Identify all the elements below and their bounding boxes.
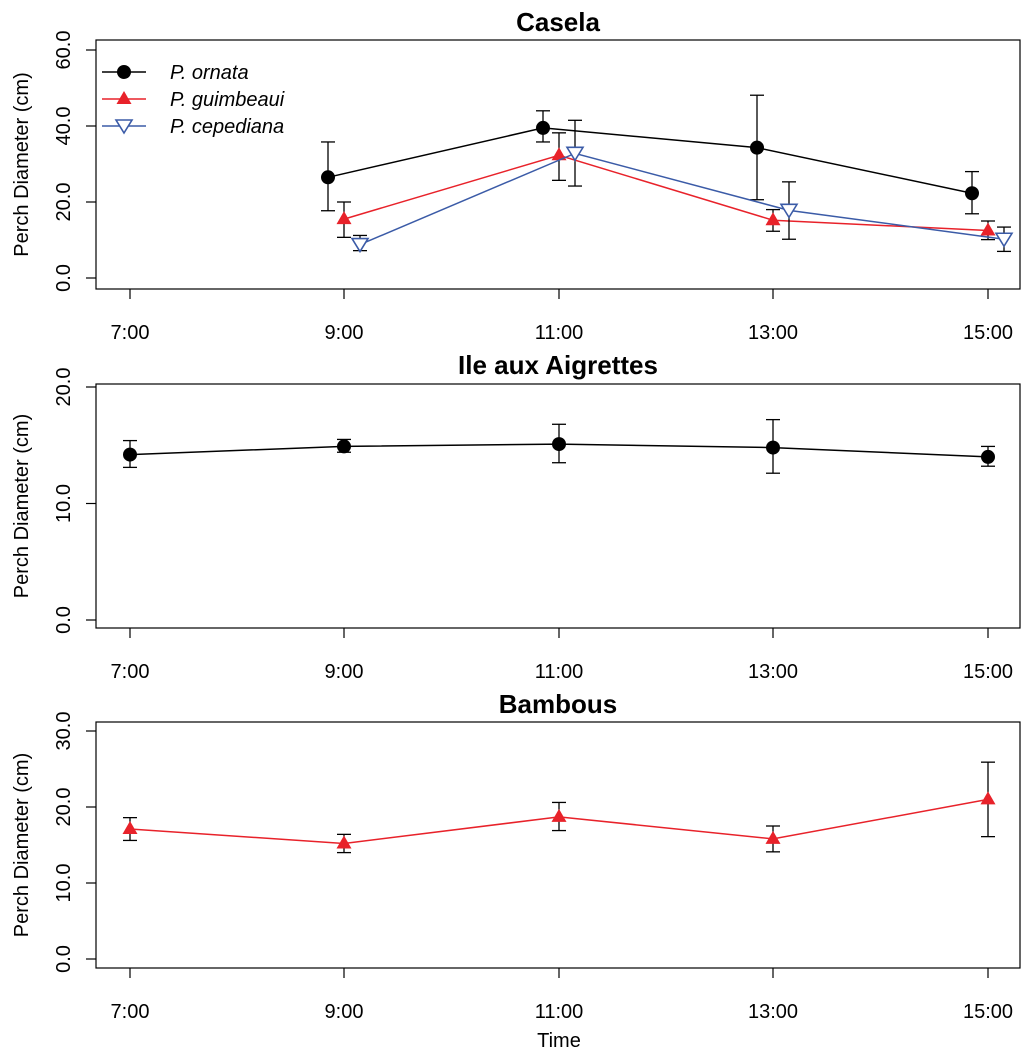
series-line (359, 152, 1005, 246)
y-axis-label: Perch Diameter (cm) (11, 72, 33, 256)
y-axis-label: Perch Diameter (cm) (11, 414, 33, 598)
plot-frame (95, 383, 1021, 629)
data-point (765, 830, 781, 844)
x-tick-label: 15:00 (963, 322, 1013, 344)
data-point (551, 808, 567, 822)
x-tick-label: 11:00 (535, 1001, 584, 1023)
x-tick-label: 15:00 (963, 1001, 1013, 1023)
y-tick-label: 20.0 (53, 788, 75, 827)
data-point (766, 440, 780, 455)
plot-frame (95, 721, 1021, 969)
data-point (965, 186, 979, 201)
y-tick-label: 20.0 (53, 368, 75, 407)
series-line (343, 154, 989, 232)
y-tick-label: 0.0 (53, 945, 75, 973)
chart-title: Bambous (499, 689, 617, 719)
x-tick-label: 9:00 (325, 661, 364, 683)
data-point (565, 146, 585, 162)
series-line (327, 127, 973, 194)
chart-title: Casela (516, 7, 600, 37)
data-point (551, 147, 567, 161)
x-tick-label: 15:00 (963, 661, 1013, 683)
legend-marker (116, 91, 132, 104)
legend-label: P. guimbeaui (170, 89, 285, 111)
data-point (779, 203, 799, 219)
y-tick-label: 40.0 (53, 107, 75, 146)
legend-marker (114, 119, 134, 135)
data-point (321, 170, 335, 185)
data-point (336, 211, 352, 225)
y-tick-label: 10.0 (53, 484, 75, 523)
y-tick-label: 0.0 (53, 264, 75, 292)
y-tick-label: 60.0 (53, 31, 75, 70)
x-tick-label: 13:00 (748, 1001, 798, 1023)
x-tick-label: 13:00 (748, 322, 798, 344)
legend: P. ornata P. guimbeaui P. cepediana (102, 62, 285, 138)
x-tick-label: 13:00 (748, 661, 798, 683)
x-tick-label: 11:00 (535, 322, 584, 344)
data-point (980, 791, 996, 805)
chart-panel-3: Bambous 7:00 9:00 11:00 13:00 15:00 0.0 10.0 20.… (11, 689, 1021, 1052)
x-tick-label: 11:00 (535, 661, 584, 683)
x-axis-label: Time (537, 1030, 581, 1052)
data-point (980, 222, 996, 236)
chart-title: Ile aux Aigrettes (458, 350, 658, 380)
legend-label: P. ornata (170, 62, 249, 84)
data-point (336, 835, 352, 849)
legend-marker (117, 65, 131, 79)
data-point (750, 140, 764, 155)
data-point (536, 120, 550, 135)
y-tick-label: 0.0 (53, 606, 75, 634)
y-tick-label: 20.0 (53, 183, 75, 222)
data-point (994, 232, 1014, 248)
data-point (765, 212, 781, 226)
data-point (981, 449, 995, 464)
data-point (552, 437, 566, 452)
x-tick-label: 7:00 (111, 1001, 150, 1023)
x-tick-label: 9:00 (325, 1001, 364, 1023)
plot-frame (95, 39, 1021, 290)
y-axis-label: Perch Diameter (cm) (11, 753, 33, 937)
data-point (123, 447, 137, 462)
y-tick-label: 30.0 (53, 712, 75, 751)
x-tick-label: 7:00 (111, 322, 150, 344)
data-point (350, 237, 370, 254)
chart-panel-2: Ile aux Aigrettes 7:00 9:00 11:00 13:00 15:00… (11, 350, 1021, 683)
legend-label: P. cepediana (170, 116, 284, 138)
x-tick-label: 7:00 (111, 661, 150, 683)
x-tick-label: 9:00 (325, 322, 364, 344)
data-point (122, 821, 138, 835)
y-tick-label: 10.0 (53, 864, 75, 903)
data-point (337, 439, 351, 454)
chart-panel-1: Casela 7:00 9:00 11:00 13:00 15:00 0.0 20.0 40.0… (11, 7, 1021, 344)
